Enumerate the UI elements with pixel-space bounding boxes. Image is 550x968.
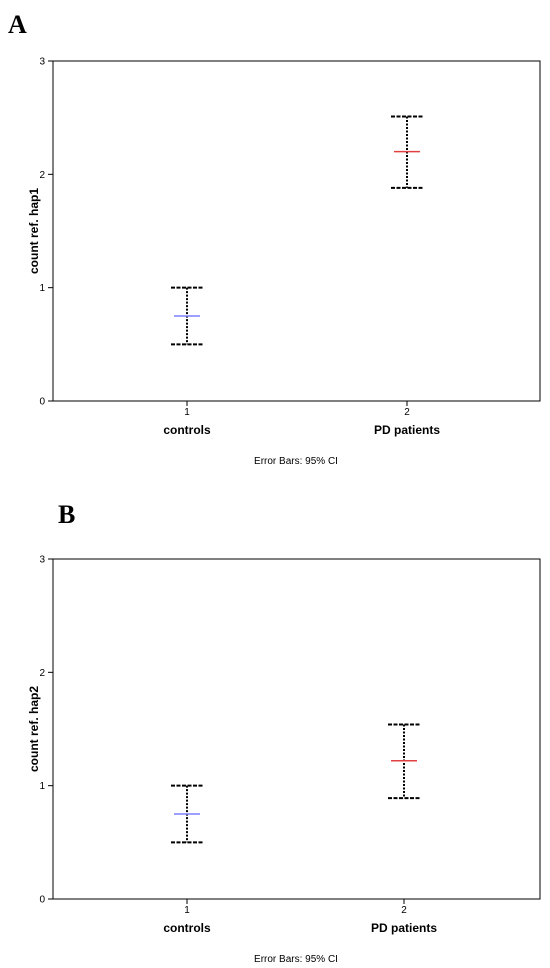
chart-b-category-label: controls [163,921,211,935]
chart-a-y-tick-label: 1 [39,283,45,294]
chart-a-y-axis-title: count ref. hap1 [27,188,41,274]
chart-b-x-tick-label: 2 [401,905,407,916]
chart-b-category-label: PD patients [371,921,437,935]
chart-a-y-tick-label: 3 [39,57,45,68]
chart-a-footnote: Error Bars: 95% CI [254,456,338,467]
panel-letter-a: A [8,10,27,39]
chart-b-y-tick-label: 2 [39,668,45,679]
chart-a-category-label: PD patients [374,423,440,437]
chart-a-x-tick-label: 2 [404,407,410,418]
chart-a-plot-frame [52,60,541,402]
panel-letter-b: B [58,500,76,529]
chart-a-x-tick-label: 1 [184,407,190,418]
chart-b-y-tick-label: 1 [39,781,45,792]
chart-b-y-tick-label: 0 [39,895,45,906]
chart-b-x-tick-label: 1 [184,905,190,916]
chart-a-y-tick-label: 0 [39,397,45,408]
chart-b-y-axis-title: count ref. hap2 [27,686,41,772]
chart-a-category-label: controls [163,423,211,437]
chart-b-plot-frame [52,558,541,900]
chart-a-y-tick-label: 2 [39,170,45,181]
chart-b-y-tick-label: 3 [39,555,45,566]
chart-b-footnote: Error Bars: 95% CI [254,954,338,965]
